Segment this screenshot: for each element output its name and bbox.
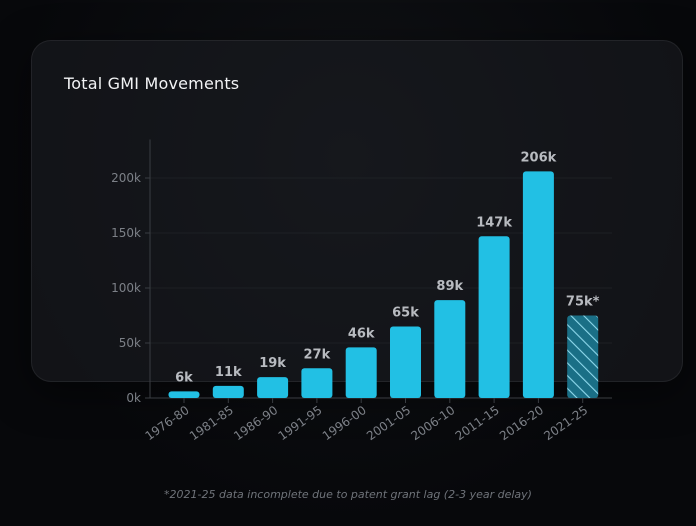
bar <box>301 368 333 398</box>
data-label: 89k <box>436 279 463 294</box>
bar-incomplete <box>567 315 599 398</box>
data-labels: 6k 11k 19k 27k 46k 65k 89k 147k 206k 75k* <box>175 150 600 385</box>
x-tick-label: 1981-85 <box>187 403 236 443</box>
x-tick-labels: 1976-801981-851986-901991-951996-002001-… <box>143 403 591 443</box>
x-tick-label: 1991-95 <box>276 403 325 443</box>
x-tick-label: 2021-25 <box>541 403 590 443</box>
data-label: 27k <box>304 347 331 362</box>
bars <box>168 171 599 398</box>
y-tick-labels: 0k 50k 100k 150k 200k <box>111 171 141 405</box>
bar <box>212 385 244 398</box>
bar <box>345 347 377 398</box>
y-tick-label: 0k <box>126 391 141 405</box>
chart-title: Total GMI Movements <box>64 74 240 93</box>
data-label: 206k <box>521 150 557 165</box>
y-tick-label: 150k <box>111 226 141 240</box>
data-label: 6k <box>175 370 193 385</box>
bar <box>434 300 466 398</box>
x-tick-label: 2001-05 <box>364 403 413 443</box>
y-tick-label: 200k <box>111 171 141 185</box>
bar <box>478 236 510 398</box>
x-tick-label: 1976-80 <box>143 403 192 443</box>
bar <box>390 326 421 398</box>
data-label: 65k <box>392 306 419 321</box>
bar <box>257 377 289 398</box>
data-label: 75k* <box>566 295 600 310</box>
x-tick-label: 2011-15 <box>453 403 502 443</box>
bar <box>168 391 200 398</box>
y-tick-label: 100k <box>111 281 141 295</box>
bar <box>522 171 554 398</box>
y-tick-label: 50k <box>119 336 141 350</box>
x-tick-label: 2016-20 <box>497 403 546 443</box>
data-label: 46k <box>348 326 375 341</box>
x-tick-label: 1986-90 <box>231 403 280 443</box>
data-label: 11k <box>215 365 242 380</box>
footnote: *2021-25 data incomplete due to patent g… <box>164 488 532 501</box>
data-label: 19k <box>259 356 286 371</box>
x-tick-label: 2006-10 <box>408 403 457 443</box>
data-label: 147k <box>476 215 512 230</box>
x-tick-label: 1996-00 <box>320 403 369 443</box>
